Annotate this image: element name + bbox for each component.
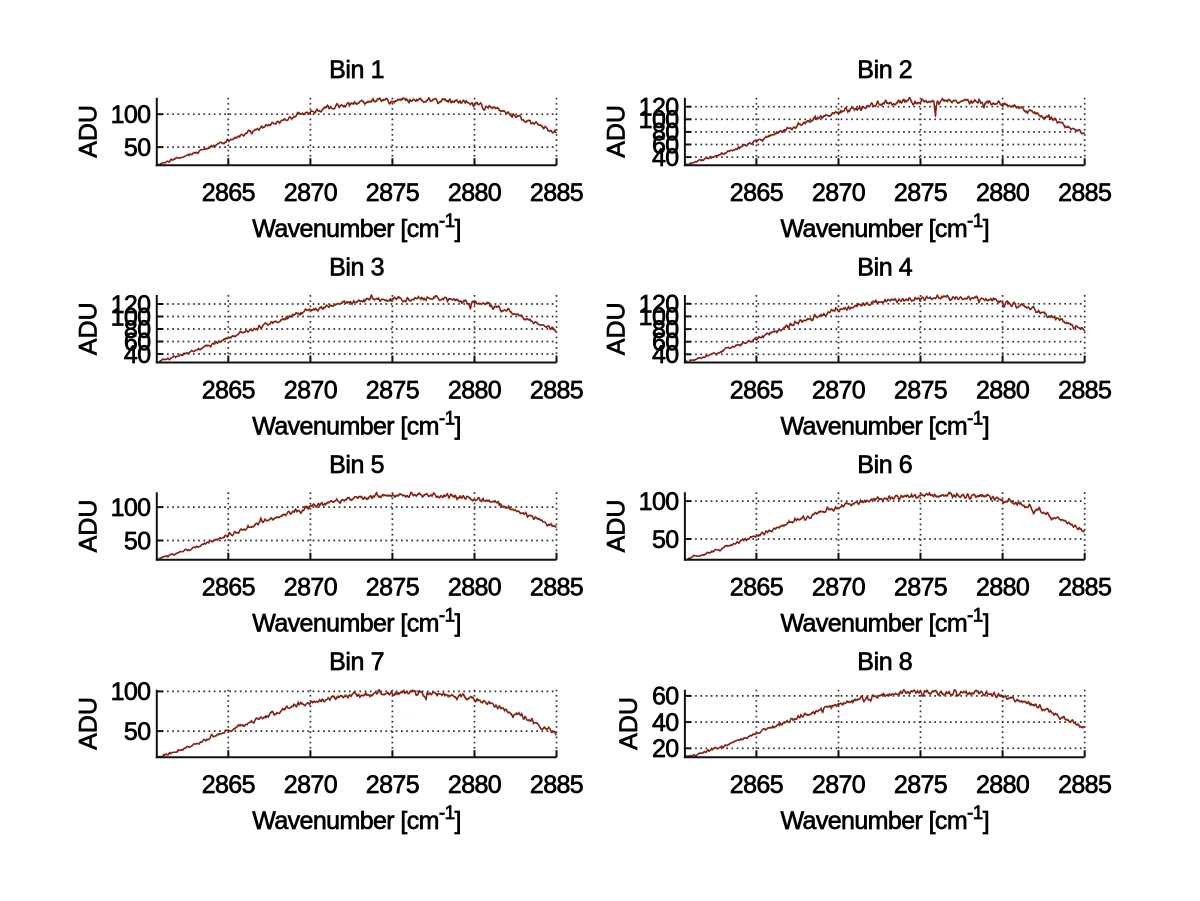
svg-text:2865: 2865 — [202, 771, 255, 799]
svg-text:50: 50 — [124, 718, 151, 746]
svg-text:2870: 2870 — [812, 179, 865, 207]
svg-text:Wavenumber [cm-1]: Wavenumber [cm-1] — [252, 606, 461, 638]
svg-text:100: 100 — [639, 106, 679, 134]
svg-text:40: 40 — [652, 709, 679, 737]
svg-text:80: 80 — [124, 316, 151, 344]
svg-text:40: 40 — [124, 341, 151, 369]
svg-text:120: 120 — [111, 291, 151, 319]
svg-text:2875: 2875 — [894, 376, 947, 404]
svg-text:2870: 2870 — [284, 179, 337, 207]
svg-text:Bin 3: Bin 3 — [329, 254, 384, 282]
svg-text:2875: 2875 — [894, 771, 947, 799]
svg-text:100: 100 — [639, 488, 679, 516]
svg-text:Wavenumber [cm-1]: Wavenumber [cm-1] — [252, 408, 461, 440]
svg-text:Bin 1: Bin 1 — [329, 56, 384, 84]
svg-text:2870: 2870 — [284, 376, 337, 404]
svg-text:120: 120 — [639, 291, 679, 319]
svg-text:Wavenumber [cm-1]: Wavenumber [cm-1] — [780, 803, 989, 835]
svg-text:2875: 2875 — [366, 179, 419, 207]
svg-text:100: 100 — [639, 303, 679, 331]
svg-text:Bin 6: Bin 6 — [857, 451, 912, 479]
svg-text:ADU: ADU — [75, 302, 103, 355]
svg-text:ADU: ADU — [75, 105, 103, 158]
svg-text:2885: 2885 — [1058, 376, 1111, 404]
svg-text:Bin 2: Bin 2 — [857, 56, 912, 84]
svg-text:2875: 2875 — [894, 574, 947, 602]
svg-text:Bin 5: Bin 5 — [329, 451, 384, 479]
svg-text:2885: 2885 — [1058, 771, 1111, 799]
svg-text:2880: 2880 — [448, 376, 501, 404]
svg-text:2870: 2870 — [812, 376, 865, 404]
svg-text:2880: 2880 — [976, 574, 1029, 602]
svg-text:2865: 2865 — [202, 179, 255, 207]
svg-text:ADU: ADU — [615, 697, 643, 750]
svg-text:2865: 2865 — [730, 179, 783, 207]
svg-text:100: 100 — [111, 101, 151, 129]
svg-text:50: 50 — [124, 134, 151, 162]
svg-text:100: 100 — [111, 678, 151, 706]
svg-text:2865: 2865 — [730, 771, 783, 799]
svg-text:60: 60 — [124, 328, 151, 356]
svg-text:ADU: ADU — [75, 697, 103, 750]
svg-text:2885: 2885 — [1058, 179, 1111, 207]
svg-text:60: 60 — [652, 683, 679, 711]
svg-text:2875: 2875 — [894, 179, 947, 207]
svg-text:2880: 2880 — [448, 179, 501, 207]
svg-text:Bin 7: Bin 7 — [329, 648, 384, 676]
svg-text:2875: 2875 — [366, 574, 419, 602]
svg-text:Wavenumber [cm-1]: Wavenumber [cm-1] — [780, 211, 989, 243]
svg-text:2875: 2875 — [366, 771, 419, 799]
svg-text:2880: 2880 — [976, 179, 1029, 207]
svg-text:ADU: ADU — [603, 500, 631, 553]
svg-text:2865: 2865 — [202, 574, 255, 602]
svg-text:Wavenumber [cm-1]: Wavenumber [cm-1] — [252, 211, 461, 243]
svg-text:Bin 8: Bin 8 — [857, 648, 912, 676]
svg-text:60: 60 — [652, 131, 679, 159]
svg-text:2885: 2885 — [530, 574, 583, 602]
svg-text:2870: 2870 — [284, 771, 337, 799]
svg-text:2870: 2870 — [284, 574, 337, 602]
svg-text:2865: 2865 — [202, 376, 255, 404]
svg-text:2885: 2885 — [1058, 574, 1111, 602]
svg-text:50: 50 — [652, 526, 679, 554]
svg-text:Wavenumber [cm-1]: Wavenumber [cm-1] — [780, 606, 989, 638]
svg-text:60: 60 — [652, 329, 679, 357]
svg-text:120: 120 — [639, 94, 679, 122]
svg-text:2885: 2885 — [530, 179, 583, 207]
svg-text:2880: 2880 — [448, 771, 501, 799]
svg-text:2865: 2865 — [730, 574, 783, 602]
svg-text:ADU: ADU — [603, 302, 631, 355]
svg-text:2875: 2875 — [366, 376, 419, 404]
svg-text:100: 100 — [111, 303, 151, 331]
svg-text:40: 40 — [652, 144, 679, 172]
svg-text:40: 40 — [652, 341, 679, 369]
svg-text:2870: 2870 — [812, 771, 865, 799]
svg-text:2880: 2880 — [976, 771, 1029, 799]
svg-text:2870: 2870 — [812, 574, 865, 602]
svg-text:ADU: ADU — [603, 105, 631, 158]
svg-text:2885: 2885 — [530, 376, 583, 404]
svg-text:Wavenumber [cm-1]: Wavenumber [cm-1] — [780, 408, 989, 440]
svg-text:2880: 2880 — [976, 376, 1029, 404]
svg-text:2865: 2865 — [730, 376, 783, 404]
svg-text:2885: 2885 — [530, 771, 583, 799]
svg-text:80: 80 — [652, 119, 679, 147]
svg-text:20: 20 — [652, 735, 679, 763]
svg-text:50: 50 — [124, 527, 151, 555]
svg-text:Wavenumber [cm-1]: Wavenumber [cm-1] — [252, 803, 461, 835]
svg-text:100: 100 — [111, 494, 151, 522]
svg-text:2880: 2880 — [448, 574, 501, 602]
svg-text:80: 80 — [652, 316, 679, 344]
svg-text:ADU: ADU — [75, 500, 103, 553]
svg-text:Bin 4: Bin 4 — [857, 254, 912, 282]
